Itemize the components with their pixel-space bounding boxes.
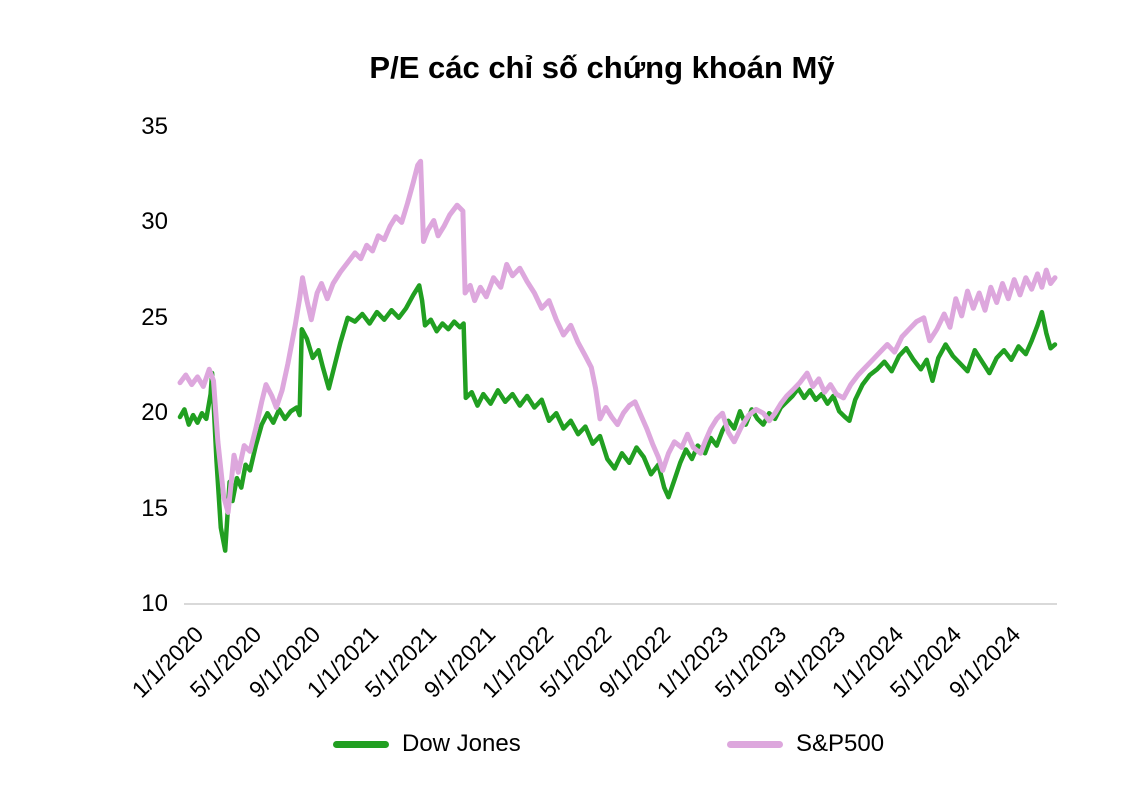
legend: Dow Jones S&P500 bbox=[0, 729, 1122, 763]
s-p500-series-line bbox=[177, 158, 1058, 515]
y-tick-label: 35 bbox=[141, 113, 168, 140]
y-tick-label: 10 bbox=[141, 590, 168, 617]
y-tick-label: 30 bbox=[141, 208, 168, 236]
legend-item-sp500: S&P500 bbox=[727, 729, 884, 759]
dow-jones-series-line bbox=[177, 283, 1058, 553]
y-tick-label: 15 bbox=[141, 494, 168, 522]
legend-label-dow-jones: Dow Jones bbox=[402, 730, 521, 757]
dow-jones-line-swatch-icon bbox=[333, 740, 389, 748]
y-tick-label: 25 bbox=[141, 303, 168, 331]
sp500-line-swatch-icon bbox=[727, 740, 783, 748]
legend-label-sp500: S&P500 bbox=[796, 730, 885, 757]
chart-title: P/E các chỉ số chứng khoán Mỹ bbox=[369, 50, 835, 85]
y-tick-label: 20 bbox=[141, 399, 168, 427]
legend-item-dow-jones: Dow Jones bbox=[333, 729, 521, 759]
